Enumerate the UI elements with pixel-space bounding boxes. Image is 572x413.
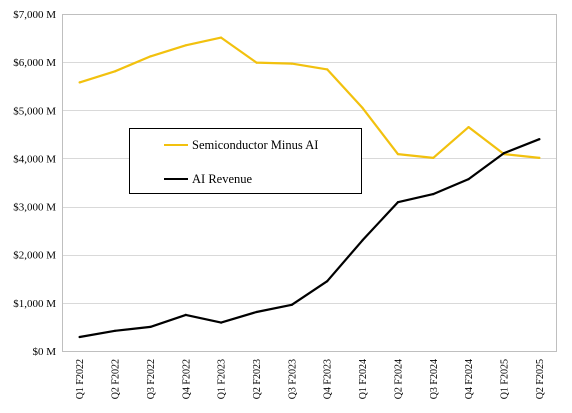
x-axis-tick-labels: Q1 F2022 Q2 F2022 Q3 F2022 Q4 F2022 Q1 F2023…: [75, 359, 546, 399]
data-point-semiconductor-minus-ai: [290, 62, 293, 65]
y-tick-label: $5,000 M: [13, 105, 56, 117]
data-point-semiconductor-minus-ai: [326, 68, 329, 71]
data-point-ai-revenue: [220, 321, 223, 324]
data-point-ai-revenue: [502, 152, 506, 155]
y-tick-label: $2,000 M: [13, 250, 56, 262]
data-point-ai-revenue: [149, 325, 152, 328]
series-line-semiconductor-minus-ai: [78, 36, 541, 159]
legend-label-ai-revenue: AI Revenue: [192, 171, 253, 186]
y-tick-label: $6,000 M: [13, 57, 56, 69]
x-tick-label: Q1 F2022: [75, 359, 86, 399]
legend: Semiconductor Minus AI AI Revenue: [129, 128, 362, 194]
data-point-semiconductor-minus-ai: [149, 55, 152, 58]
x-tick-label: Q3 F2022: [146, 359, 157, 399]
series-lines: [78, 36, 541, 339]
data-point-semiconductor-minus-ai: [113, 70, 117, 73]
y-tick-label: $0 M: [32, 346, 56, 358]
x-tick-label: Q4 F2023: [323, 359, 334, 399]
data-point-semiconductor-minus-ai: [467, 126, 470, 129]
data-point-ai-revenue: [290, 303, 293, 306]
y-tick-label: $4,000 M: [13, 153, 56, 165]
legend-swatch-ai-revenue: [164, 178, 188, 180]
y-tick-label: $7,000 M: [13, 9, 56, 21]
x-tick-label: Q1 F2024: [358, 359, 369, 399]
x-tick-label: Q2 F2025: [535, 359, 546, 399]
data-point-semiconductor-minus-ai: [184, 44, 187, 47]
data-point-semiconductor-minus-ai: [538, 156, 541, 159]
data-point-ai-revenue: [113, 329, 117, 332]
y-tick-label: $1,000 M: [13, 298, 56, 310]
series-line-ai-revenue: [78, 138, 541, 339]
axes: [62, 14, 557, 352]
data-point-ai-revenue: [255, 310, 258, 314]
x-tick-label: Q1 F2023: [217, 359, 228, 399]
data-point-ai-revenue: [467, 178, 470, 181]
x-tick-label: Q4 F2022: [181, 359, 192, 399]
x-tick-label: Q3 F2023: [287, 359, 298, 399]
data-point-ai-revenue: [538, 138, 541, 141]
x-tick-label: Q3 F2024: [429, 359, 440, 399]
data-point-ai-revenue: [361, 239, 364, 242]
y-tick-label: $3,000 M: [13, 202, 56, 214]
legend-item-semiconductor-minus-ai: Semiconductor Minus AI: [164, 137, 318, 153]
legend-label-semiconductor-minus-ai: Semiconductor Minus AI: [192, 137, 319, 152]
x-tick-label: Q1 F2025: [499, 359, 510, 399]
x-tick-label: Q4 F2024: [464, 359, 475, 399]
data-point-semiconductor-minus-ai: [220, 36, 223, 39]
x-tick-label: Q2 F2024: [393, 359, 404, 399]
data-point-semiconductor-minus-ai: [396, 153, 399, 156]
x-tick-label: Q2 F2022: [111, 359, 122, 399]
data-point-ai-revenue: [396, 201, 399, 204]
legend-item-ai-revenue: AI Revenue: [164, 171, 252, 187]
data-point-semiconductor-minus-ai: [78, 81, 81, 84]
data-point-ai-revenue: [326, 280, 329, 283]
data-point-semiconductor-minus-ai: [255, 61, 258, 64]
data-point-ai-revenue: [78, 335, 81, 339]
x-tick-label: Q2 F2023: [252, 359, 263, 399]
data-point-ai-revenue: [432, 193, 435, 196]
legend-swatch-semiconductor-minus-ai: [164, 144, 188, 146]
data-point-semiconductor-minus-ai: [432, 156, 435, 159]
data-point-ai-revenue: [184, 313, 187, 316]
y-axis-tick-labels: $0 M $1,000 M $2,000 M $3,000 M $4,000 M $5,0…: [13, 9, 56, 358]
data-point-semiconductor-minus-ai: [361, 106, 364, 109]
